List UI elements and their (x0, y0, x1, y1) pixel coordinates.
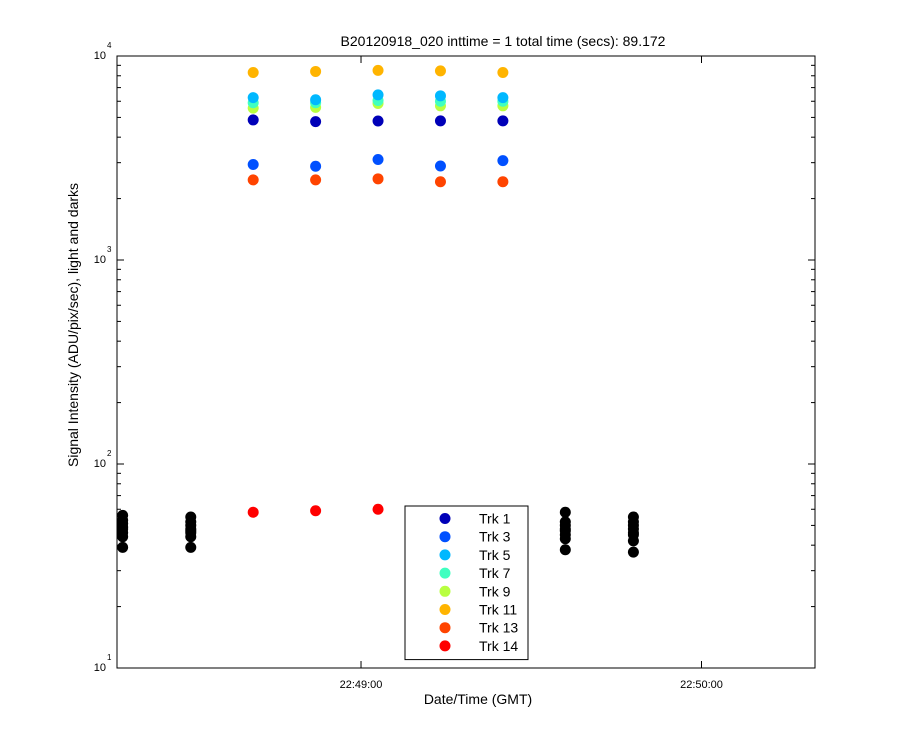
data-point (372, 115, 384, 127)
x-tick-label: 22:50:00 (680, 679, 723, 691)
data-point (247, 67, 259, 79)
data-point (497, 155, 509, 167)
data-point (372, 173, 384, 185)
data-point (247, 92, 259, 104)
data-point (434, 115, 446, 127)
legend: Trk 1 Trk 3 Trk 5 Trk 7 Trk 9 Trk 11 Trk 13 Trk… (404, 505, 529, 661)
legend-label: Trk 1 (479, 511, 511, 527)
legend-marker (439, 622, 451, 634)
data-point (247, 174, 259, 186)
legend-label: Trk 9 (479, 583, 511, 599)
data-point (559, 506, 571, 518)
data-point (310, 65, 322, 77)
legend-marker (439, 567, 451, 579)
legend-marker (439, 640, 451, 652)
legend-label: Trk 11 (479, 602, 517, 618)
data-point (434, 160, 446, 172)
data-point (117, 541, 129, 553)
data-point (372, 503, 384, 515)
legend-label: Trk 13 (479, 620, 518, 636)
data-point (247, 158, 259, 170)
data-point (497, 115, 509, 127)
legend-marker (439, 531, 451, 543)
legend-label: Trk 5 (479, 547, 511, 563)
plot-frame (116, 55, 816, 669)
y-tick-exponent: 2 (107, 449, 112, 458)
data-point (434, 90, 446, 102)
data-point (559, 544, 571, 556)
data-point (497, 92, 509, 104)
y-tick-label: 10 (94, 254, 106, 266)
y-axis-label: Signal Intensity (ADU/pix/sec), light an… (65, 183, 81, 467)
data-point (310, 174, 322, 186)
legend-label: Trk 14 (479, 638, 518, 654)
data-point (247, 506, 259, 518)
data-point (434, 65, 446, 77)
y-tick-label: 10 (94, 458, 106, 470)
y-tick-label: 10 (94, 662, 106, 674)
x-axis-label: Date/Time (GMT) (424, 691, 532, 707)
legend-label: Trk 3 (479, 529, 511, 545)
data-point (497, 176, 509, 188)
data-point (627, 535, 639, 547)
data-point (559, 533, 571, 545)
legend-marker (439, 585, 451, 597)
y-tick-exponent: 1 (107, 653, 112, 662)
data-point (310, 160, 322, 172)
data-point (372, 64, 384, 76)
data-point (247, 114, 259, 126)
data-point (372, 153, 384, 165)
x-tick-label: 22:49:00 (340, 679, 383, 691)
data-point (497, 67, 509, 79)
legend-marker (439, 604, 451, 615)
data-point (310, 94, 322, 106)
data-point (434, 176, 446, 188)
legend-marker (439, 549, 451, 561)
y-tick-exponent: 3 (107, 245, 112, 254)
legend-label: Trk 7 (479, 565, 511, 581)
data-point (185, 531, 197, 543)
data-point (627, 546, 639, 558)
y-tick-label: 10 (94, 50, 106, 62)
legend-box (404, 505, 529, 661)
data-point (310, 116, 322, 128)
data-point (372, 89, 384, 101)
data-point (310, 505, 322, 517)
y-tick-exponent: 4 (107, 41, 112, 50)
chart-title: B20120918_020 inttime = 1 total time (se… (341, 33, 666, 49)
data-point (117, 531, 129, 543)
legend-marker (439, 513, 451, 524)
data-point (185, 541, 197, 553)
